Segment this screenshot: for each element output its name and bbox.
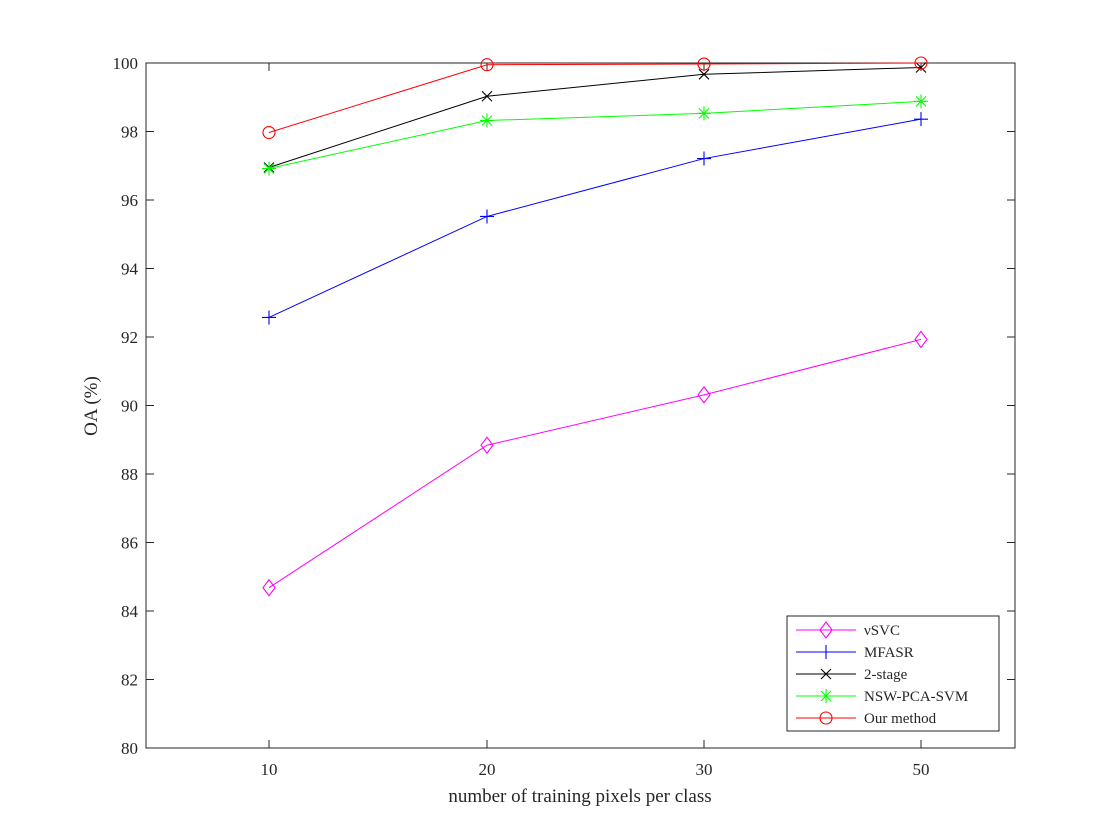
y-tick-label: 94 xyxy=(121,260,139,279)
series-line xyxy=(268,66,922,168)
series-line xyxy=(268,338,922,589)
x-tick-label: 50 xyxy=(913,760,930,779)
circle-marker xyxy=(697,57,711,71)
cross-marker xyxy=(698,68,710,80)
asterisk-marker xyxy=(480,113,494,128)
diamond-marker xyxy=(480,436,494,455)
diamond-marker xyxy=(914,330,928,349)
y-tick-label: 80 xyxy=(121,739,138,758)
series--svc xyxy=(262,330,928,597)
plus-marker xyxy=(262,310,276,325)
series-line xyxy=(268,100,922,169)
plus-marker xyxy=(819,645,833,659)
x-axis-label: number of training pixels per class xyxy=(448,786,711,807)
y-tick-label: 98 xyxy=(121,123,138,142)
circle-marker xyxy=(262,125,276,140)
series-2-stage xyxy=(263,62,927,173)
circle-marker xyxy=(914,56,928,70)
y-tick-label: 100 xyxy=(113,54,139,73)
legend-label: MFASR xyxy=(864,645,914,661)
y-tick-label: 88 xyxy=(121,465,138,484)
y-tick-label: 86 xyxy=(121,534,138,553)
series-group xyxy=(262,56,928,597)
plus-marker xyxy=(914,112,928,127)
y-tick-label: 82 xyxy=(121,671,138,690)
cross-marker xyxy=(820,668,832,680)
asterisk-marker xyxy=(697,106,711,121)
diamond-marker xyxy=(697,385,711,404)
legend-item: 2-stage xyxy=(796,667,908,683)
series-line xyxy=(268,118,922,318)
legend-label: Our method xyxy=(864,711,937,727)
circle-marker xyxy=(480,58,494,72)
y-tick-label: 90 xyxy=(121,397,138,416)
legend-item: Our method xyxy=(796,711,937,727)
legend-item: NSW-PCA-SVM xyxy=(796,689,968,705)
asterisk-marker xyxy=(914,94,928,109)
series-nsw-pca-svm xyxy=(262,94,928,176)
asterisk-marker xyxy=(262,161,276,176)
y-tick-label: 96 xyxy=(121,191,138,210)
plus-marker xyxy=(697,151,711,166)
legend-item: νSVC xyxy=(796,621,900,639)
cross-marker xyxy=(481,90,493,102)
legend-label: νSVC xyxy=(864,623,900,639)
cross-marker xyxy=(915,62,927,73)
x-tick-label: 30 xyxy=(696,760,713,779)
asterisk-marker xyxy=(819,689,833,703)
plus-marker xyxy=(480,209,494,224)
series-line xyxy=(268,62,922,134)
y-axis-label: OA (%) xyxy=(81,376,102,436)
series-mfasr xyxy=(262,112,928,325)
diamond-marker xyxy=(262,578,276,597)
y-tick-label: 84 xyxy=(121,602,139,621)
legend: νSVC MFASR 2-stage NSW-PCA-SVM Our method xyxy=(786,615,1000,732)
diamond-marker xyxy=(819,621,833,639)
series-our-method xyxy=(262,56,928,140)
legend-item: MFASR xyxy=(796,645,914,661)
legend-label: NSW-PCA-SVM xyxy=(864,689,968,705)
axes: 80 82 84 86 88 90 92 94 96 98 100 10 20 30 50 xyxy=(113,54,1015,779)
circle-marker xyxy=(819,711,833,725)
x-tick-label: 10 xyxy=(261,760,278,779)
x-tick-label: 20 xyxy=(479,760,496,779)
y-tick-label: 92 xyxy=(121,328,138,347)
legend-label: 2-stage xyxy=(864,667,908,683)
